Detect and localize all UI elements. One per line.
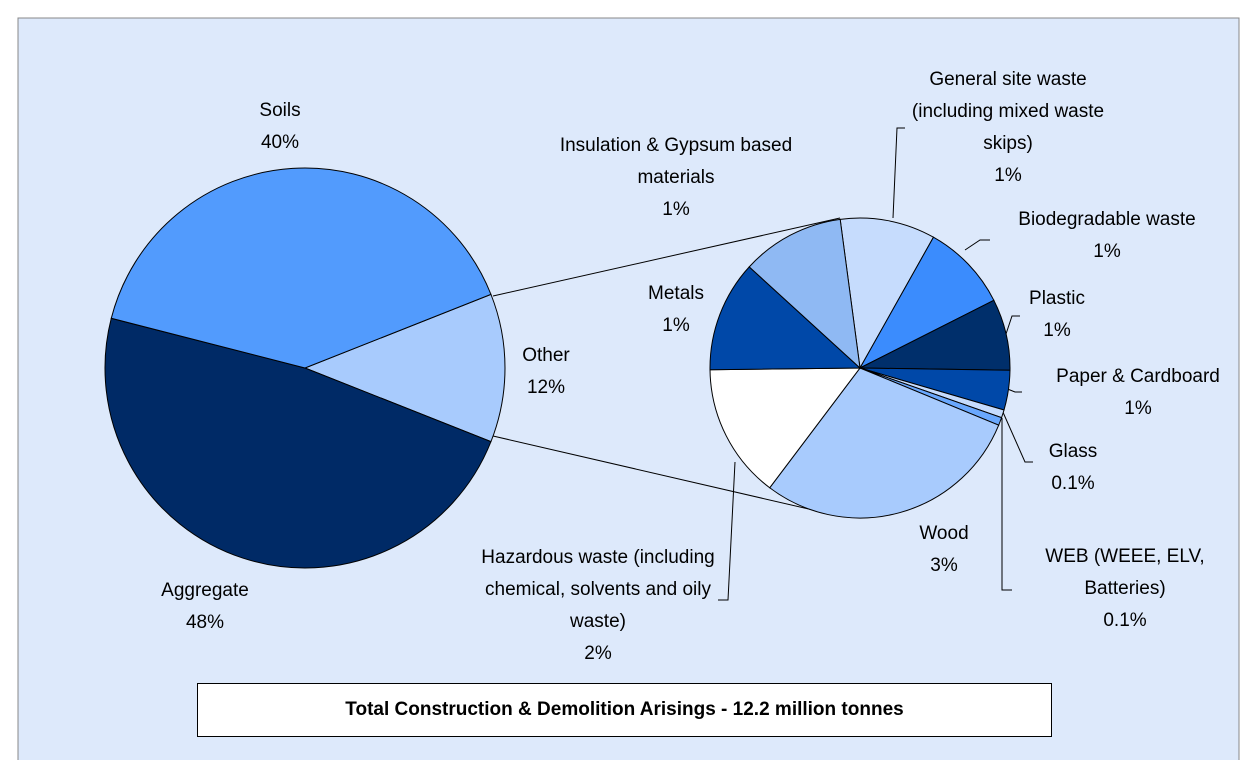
data-label: Aggregate 48% — [125, 575, 285, 639]
pie-slice — [104, 317, 492, 569]
value-label: 3% — [930, 555, 958, 576]
data-label: Hazardous waste (including chemical, sol… — [478, 542, 718, 670]
pie-slice — [110, 167, 492, 369]
connector-line — [492, 217, 841, 297]
value-label: 1% — [1093, 241, 1121, 262]
leader-line — [1001, 418, 1012, 591]
pie-slice — [748, 218, 861, 370]
value-label: 1% — [662, 199, 690, 220]
data-label: Wood 3% — [894, 518, 994, 582]
leader-line — [1003, 315, 1020, 341]
data-label: General site waste (including mixed wast… — [903, 64, 1113, 192]
pie-slice — [709, 266, 862, 371]
category-label: Hazardous waste (including chemical, sol… — [481, 547, 715, 632]
category-label: Plastic — [1029, 288, 1085, 309]
category-label: Paper & Cardboard — [1056, 366, 1220, 387]
data-label: Other 12% — [486, 340, 606, 404]
pie-slice — [768, 367, 1000, 519]
pie-slice — [709, 367, 862, 489]
pie-slice — [303, 293, 506, 443]
leader-line — [964, 239, 990, 251]
leader-line — [1001, 409, 1033, 463]
data-label: Biodegradable waste 1% — [977, 204, 1237, 268]
category-label: Other — [522, 345, 570, 366]
value-label: 0.1% — [1103, 610, 1147, 631]
category-label: Soils — [259, 100, 301, 121]
data-label: Metals 1% — [616, 278, 736, 342]
connectors — [492, 127, 1033, 601]
connector-line — [492, 435, 814, 511]
data-label: Insulation & Gypsum based materials 1% — [546, 130, 806, 226]
category-label: General site waste (including mixed wast… — [911, 69, 1105, 154]
value-label: 1% — [662, 315, 690, 336]
data-label: Soils 40% — [220, 95, 340, 159]
value-label: 1% — [1124, 398, 1152, 419]
data-label: Glass 0.1% — [1013, 436, 1133, 500]
data-label: Paper & Cardboard 1% — [1018, 361, 1257, 425]
value-label: 12% — [526, 377, 566, 398]
category-label: Insulation & Gypsum based materials — [559, 135, 793, 188]
value-label: 2% — [584, 643, 612, 664]
leader-line — [718, 461, 736, 601]
pie-slice — [858, 236, 995, 370]
value-label: 48% — [185, 612, 225, 633]
annotation: Total Construction & Demolition Arisings… — [197, 683, 1052, 737]
leader-line — [892, 127, 905, 219]
pie-slice — [839, 217, 935, 370]
category-label: Metals — [648, 283, 704, 304]
data-label: Plastic 1% — [997, 283, 1117, 347]
value-label: 1% — [994, 165, 1022, 186]
category-label: Glass — [1048, 441, 1098, 462]
value-label: 1% — [1043, 320, 1071, 341]
category-label: Biodegradable waste — [1018, 209, 1196, 230]
value-label: 40% — [260, 132, 300, 153]
value-label: 0.1% — [1051, 473, 1095, 494]
data-label: WEB (WEEE, ELV, Batteries) 0.1% — [1030, 541, 1220, 637]
category-label: Aggregate — [161, 580, 249, 601]
category-label: Wood — [919, 523, 969, 544]
category-label: WEB (WEEE, ELV, Batteries) — [1045, 546, 1205, 599]
